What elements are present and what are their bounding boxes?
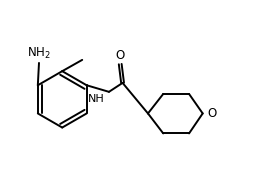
- Text: NH: NH: [88, 94, 105, 104]
- Text: O: O: [207, 107, 216, 120]
- Text: NH$_2$: NH$_2$: [27, 46, 51, 61]
- Text: O: O: [116, 49, 125, 62]
